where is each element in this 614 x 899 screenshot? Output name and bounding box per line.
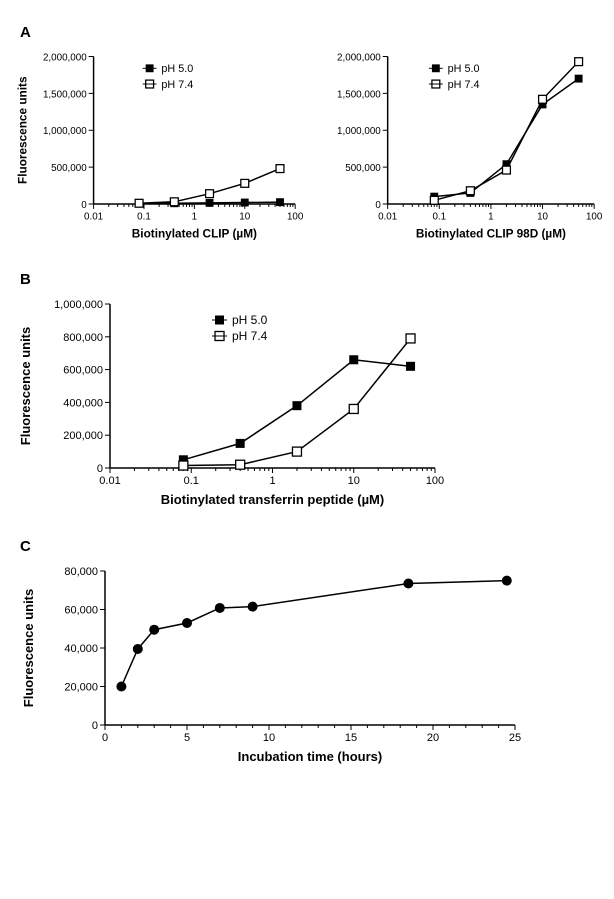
svg-text:0.1: 0.1 — [184, 475, 199, 487]
svg-text:0.01: 0.01 — [99, 475, 120, 487]
svg-text:0.01: 0.01 — [378, 212, 397, 223]
svg-text:0: 0 — [375, 200, 381, 211]
svg-text:20,000: 20,000 — [64, 682, 98, 694]
panel-c-chart: 0 20,000 40,000 60,000 80,000 0 5 10 15 20 25 Fluor… — [10, 559, 530, 769]
svg-text:Fluorescence units: Fluorescence units — [18, 327, 33, 445]
svg-text:pH 7.4: pH 7.4 — [232, 329, 268, 343]
svg-text:pH 5.0: pH 5.0 — [161, 63, 193, 75]
svg-text:500,000: 500,000 — [345, 163, 381, 174]
svg-text:500,000: 500,000 — [51, 163, 87, 174]
svg-text:600,000: 600,000 — [63, 365, 103, 377]
svg-text:2,000,000: 2,000,000 — [43, 52, 87, 63]
svg-text:Incubation time (hours): Incubation time (hours) — [238, 749, 382, 764]
svg-text:1,000,000: 1,000,000 — [54, 299, 103, 311]
panel-c-label: C — [20, 538, 604, 555]
svg-text:Biotinylated CLIP 98D (µM): Biotinylated CLIP 98D (µM) — [416, 226, 566, 240]
svg-text:0: 0 — [81, 200, 87, 211]
panel-a-label: A — [20, 24, 604, 41]
svg-text:20: 20 — [427, 732, 439, 744]
svg-text:10: 10 — [537, 212, 548, 223]
svg-text:1: 1 — [269, 475, 275, 487]
svg-text:10: 10 — [239, 212, 250, 223]
svg-text:10: 10 — [348, 475, 360, 487]
svg-text:25: 25 — [509, 732, 521, 744]
svg-text:400,000: 400,000 — [63, 397, 103, 409]
svg-text:100: 100 — [426, 475, 444, 487]
svg-text:Fluorescence units: Fluorescence units — [16, 76, 30, 184]
svg-text:Biotinylated transferrin pepti: Biotinylated transferrin peptide (µM) — [161, 492, 384, 507]
panel-b-label: B — [20, 271, 604, 288]
svg-text:1,500,000: 1,500,000 — [337, 89, 381, 100]
svg-text:0: 0 — [102, 732, 108, 744]
svg-text:1: 1 — [192, 212, 197, 223]
panel-b-chart: 0 200,000 400,000 600,000 800,000 1,000,000 0.… — [10, 292, 450, 512]
svg-text:0: 0 — [97, 463, 103, 475]
svg-text:pH 7.4: pH 7.4 — [161, 79, 193, 91]
panel-a-row: 0500,0001,000,0001,500,0002,000,0000.010… — [10, 45, 604, 245]
svg-text:1,500,000: 1,500,000 — [43, 89, 87, 100]
svg-text:Biotinylated CLIP (µM): Biotinylated CLIP (µM) — [132, 226, 257, 240]
svg-text:100: 100 — [586, 212, 603, 223]
svg-text:pH 5.0: pH 5.0 — [232, 313, 268, 327]
svg-text:2,000,000: 2,000,000 — [337, 52, 381, 63]
svg-text:100: 100 — [287, 212, 304, 223]
svg-text:200,000: 200,000 — [63, 430, 103, 442]
svg-text:5: 5 — [184, 732, 190, 744]
svg-text:1: 1 — [488, 212, 493, 223]
svg-text:80,000: 80,000 — [64, 566, 98, 578]
svg-text:10: 10 — [263, 732, 275, 744]
svg-text:800,000: 800,000 — [63, 332, 103, 344]
svg-text:0: 0 — [92, 720, 98, 732]
panel-a-left-chart: 0 500,000 1,000,000 1,500,000 2,000,000 0.01 0… — [10, 45, 305, 245]
svg-text:60,000: 60,000 — [64, 605, 98, 617]
svg-text:pH 5.0: pH 5.0 — [448, 63, 480, 75]
svg-text:1,000,000: 1,000,000 — [43, 126, 87, 137]
svg-text:15: 15 — [345, 732, 357, 744]
svg-text:0.1: 0.1 — [137, 212, 151, 223]
svg-text:40,000: 40,000 — [64, 643, 98, 655]
svg-text:pH 7.4: pH 7.4 — [448, 79, 480, 91]
svg-text:1,000,000: 1,000,000 — [337, 126, 381, 137]
panel-a-right-chart: 0 500,000 1,000,000 1,500,000 2,000,000 0.01 0… — [309, 45, 604, 245]
svg-text:0.01: 0.01 — [84, 212, 103, 223]
svg-text:Fluorescence units: Fluorescence units — [21, 589, 36, 707]
svg-text:0.1: 0.1 — [432, 212, 446, 223]
